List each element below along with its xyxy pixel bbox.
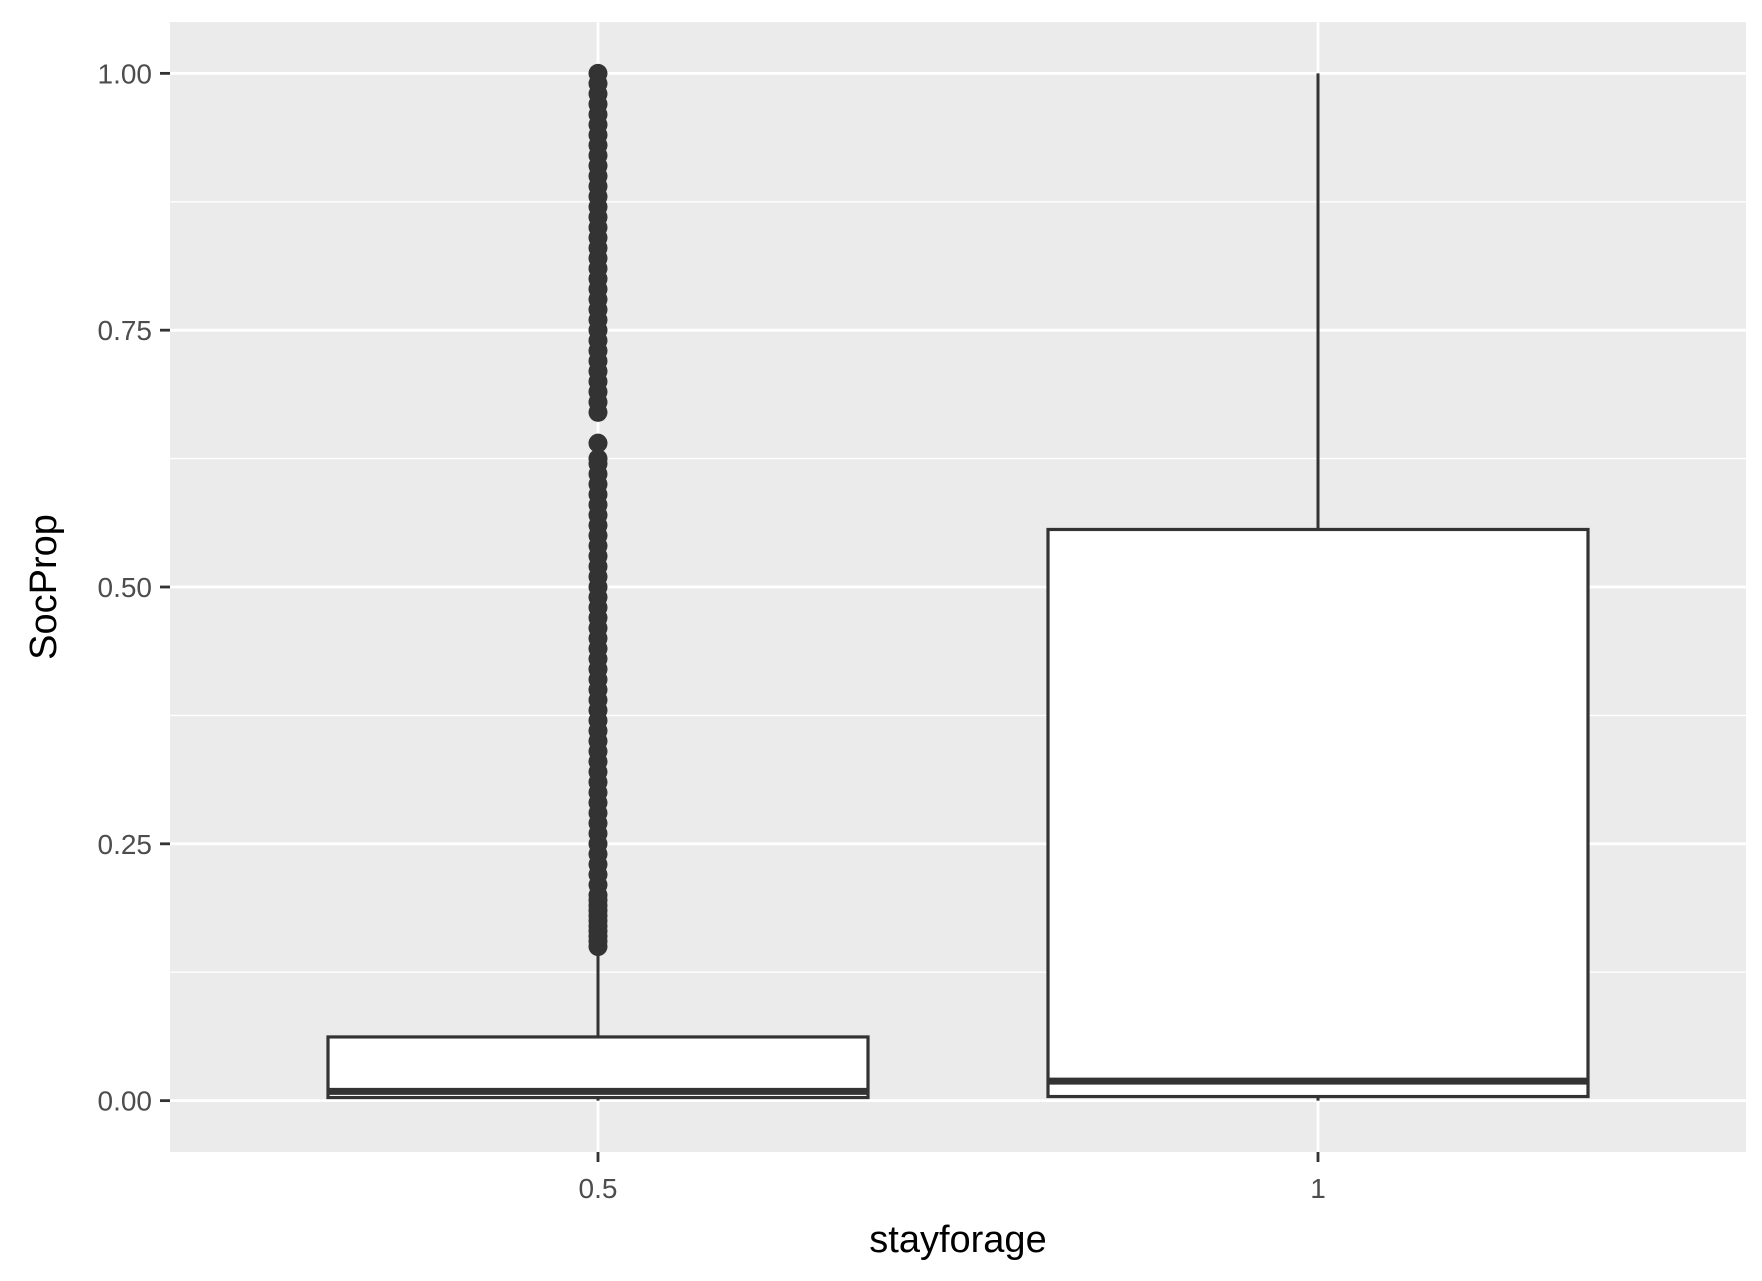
box-rect — [1046, 527, 1590, 1099]
boxes-layer — [326, 73, 1590, 1101]
x-tick-label: 0.5 — [579, 1173, 618, 1204]
box-1 — [1046, 73, 1590, 1101]
y-axis: 0.00 0.25 0.50 0.75 1.00 — [98, 58, 170, 1117]
outliers-layer — [588, 63, 608, 957]
outlier-point — [588, 63, 608, 83]
y-tick-label: 0.75 — [98, 315, 153, 346]
y-tick-label: 0.00 — [98, 1086, 153, 1117]
box-0-5 — [326, 951, 870, 1101]
outlier-point — [588, 433, 608, 453]
x-axis-title: stayforage — [869, 1219, 1046, 1261]
y-tick-label: 0.25 — [98, 829, 153, 860]
outlier-point — [588, 449, 608, 469]
y-tick-label: 0.50 — [98, 572, 153, 603]
x-axis: 0.5 1 — [579, 1152, 1326, 1204]
box-rect — [326, 1035, 870, 1100]
y-axis-title: SocProp — [23, 514, 65, 660]
y-tick-label: 1.00 — [98, 58, 153, 89]
x-tick-label: 1 — [1310, 1173, 1326, 1204]
